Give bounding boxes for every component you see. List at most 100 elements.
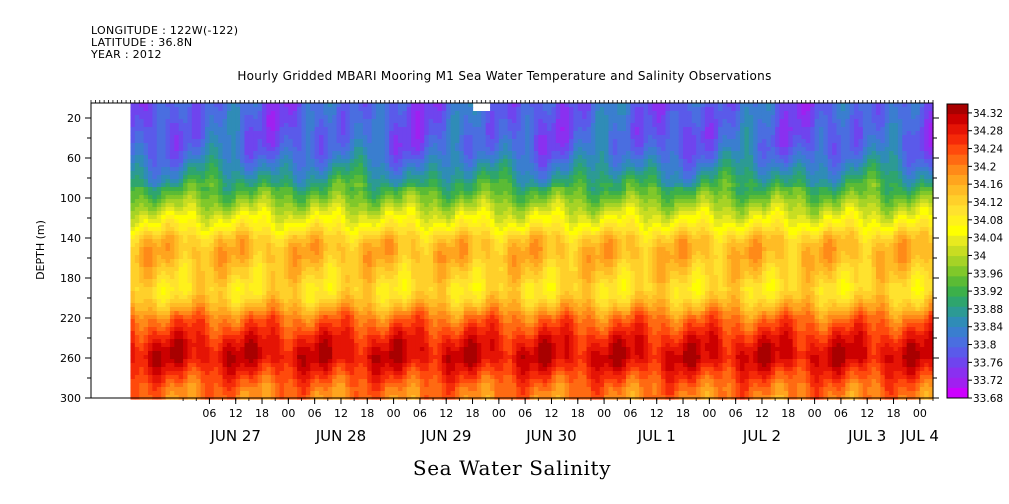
salinity-cell — [174, 359, 180, 364]
salinity-cell — [148, 139, 153, 144]
salinity-cell — [152, 123, 158, 128]
salinity-cell — [134, 191, 140, 196]
salinity-cell — [319, 115, 325, 120]
salinity-cell — [240, 367, 246, 372]
salinity-cell — [244, 303, 250, 308]
salinity-cell — [362, 235, 368, 240]
salinity-cell — [301, 139, 307, 144]
salinity-cell — [305, 143, 311, 148]
salinity-cell — [143, 383, 149, 388]
salinity-cell — [424, 107, 430, 112]
salinity-cell — [415, 195, 421, 200]
salinity-cell — [384, 111, 390, 116]
salinity-cell — [314, 119, 320, 124]
salinity-cell — [384, 183, 390, 188]
salinity-cell — [384, 127, 390, 132]
salinity-cell — [354, 239, 360, 244]
salinity-cell — [174, 303, 180, 308]
salinity-cell — [297, 187, 303, 192]
salinity-cell — [279, 167, 285, 172]
salinity-cell — [371, 283, 377, 288]
salinity-cell — [305, 107, 311, 112]
salinity-cell — [248, 387, 254, 392]
salinity-cell — [301, 271, 307, 276]
salinity-cell — [310, 155, 316, 160]
salinity-cell — [134, 327, 140, 332]
salinity-cell — [191, 387, 197, 392]
salinity-cell — [362, 147, 368, 152]
salinity-cell — [148, 375, 153, 380]
salinity-cell — [376, 175, 382, 180]
salinity-cell — [257, 263, 263, 268]
salinity-cell — [297, 159, 303, 164]
salinity-cell — [340, 115, 346, 120]
salinity-cell — [275, 191, 281, 196]
salinity-cell — [424, 179, 430, 184]
salinity-cell — [165, 359, 171, 364]
salinity-cell — [139, 311, 145, 316]
salinity-cell — [310, 119, 316, 124]
salinity-cell — [174, 347, 180, 352]
salinity-cell — [288, 371, 294, 376]
salinity-cell — [314, 359, 320, 364]
salinity-cell — [411, 383, 417, 388]
salinity-cell — [165, 307, 171, 312]
salinity-cell — [301, 215, 307, 220]
salinity-cell — [327, 231, 333, 236]
salinity-cell — [380, 295, 386, 300]
salinity-cell — [205, 139, 211, 144]
salinity-cell — [288, 107, 294, 112]
salinity-cell — [275, 235, 281, 240]
salinity-cell — [380, 119, 386, 124]
salinity-cell — [367, 303, 373, 308]
salinity-cell — [393, 215, 399, 220]
salinity-cell — [288, 147, 294, 152]
salinity-cell — [209, 251, 215, 256]
salinity-cell — [345, 171, 351, 176]
salinity-cell — [310, 267, 316, 272]
salinity-cell — [362, 339, 368, 344]
salinity-cell — [380, 211, 386, 216]
salinity-cell — [297, 167, 303, 172]
salinity-cell — [270, 167, 276, 172]
salinity-cell — [319, 171, 325, 176]
salinity-cell — [240, 231, 246, 236]
salinity-cell — [332, 303, 338, 308]
salinity-cell — [340, 135, 346, 140]
salinity-cell — [143, 387, 149, 392]
salinity-cell — [411, 251, 417, 256]
salinity-cell — [248, 391, 254, 396]
salinity-cell — [411, 299, 417, 304]
salinity-cell — [345, 215, 351, 220]
salinity-cell — [156, 171, 162, 176]
salinity-cell — [235, 167, 241, 172]
salinity-cell — [327, 279, 333, 284]
salinity-cell — [156, 147, 162, 152]
salinity-cell — [292, 131, 298, 136]
salinity-cell — [253, 259, 259, 264]
salinity-cell — [213, 375, 219, 380]
salinity-cell — [169, 187, 175, 192]
salinity-cell — [332, 351, 338, 356]
salinity-cell — [130, 195, 136, 200]
salinity-cell — [152, 111, 158, 116]
salinity-cell — [209, 215, 215, 220]
salinity-cell — [183, 195, 189, 200]
salinity-cell — [262, 227, 268, 232]
salinity-cell — [288, 119, 294, 124]
salinity-cell — [367, 251, 373, 256]
salinity-cell — [178, 175, 184, 180]
salinity-cell — [314, 371, 320, 376]
salinity-cell — [310, 275, 316, 280]
salinity-cell — [235, 135, 241, 140]
salinity-cell — [371, 323, 377, 328]
salinity-cell — [231, 291, 237, 296]
salinity-cell — [349, 171, 355, 176]
salinity-cell — [200, 199, 206, 204]
salinity-cell — [244, 119, 250, 124]
salinity-cell — [222, 163, 228, 168]
salinity-cell — [380, 103, 386, 108]
salinity-cell — [275, 175, 281, 180]
salinity-cell — [336, 231, 342, 236]
salinity-cell — [240, 323, 246, 328]
